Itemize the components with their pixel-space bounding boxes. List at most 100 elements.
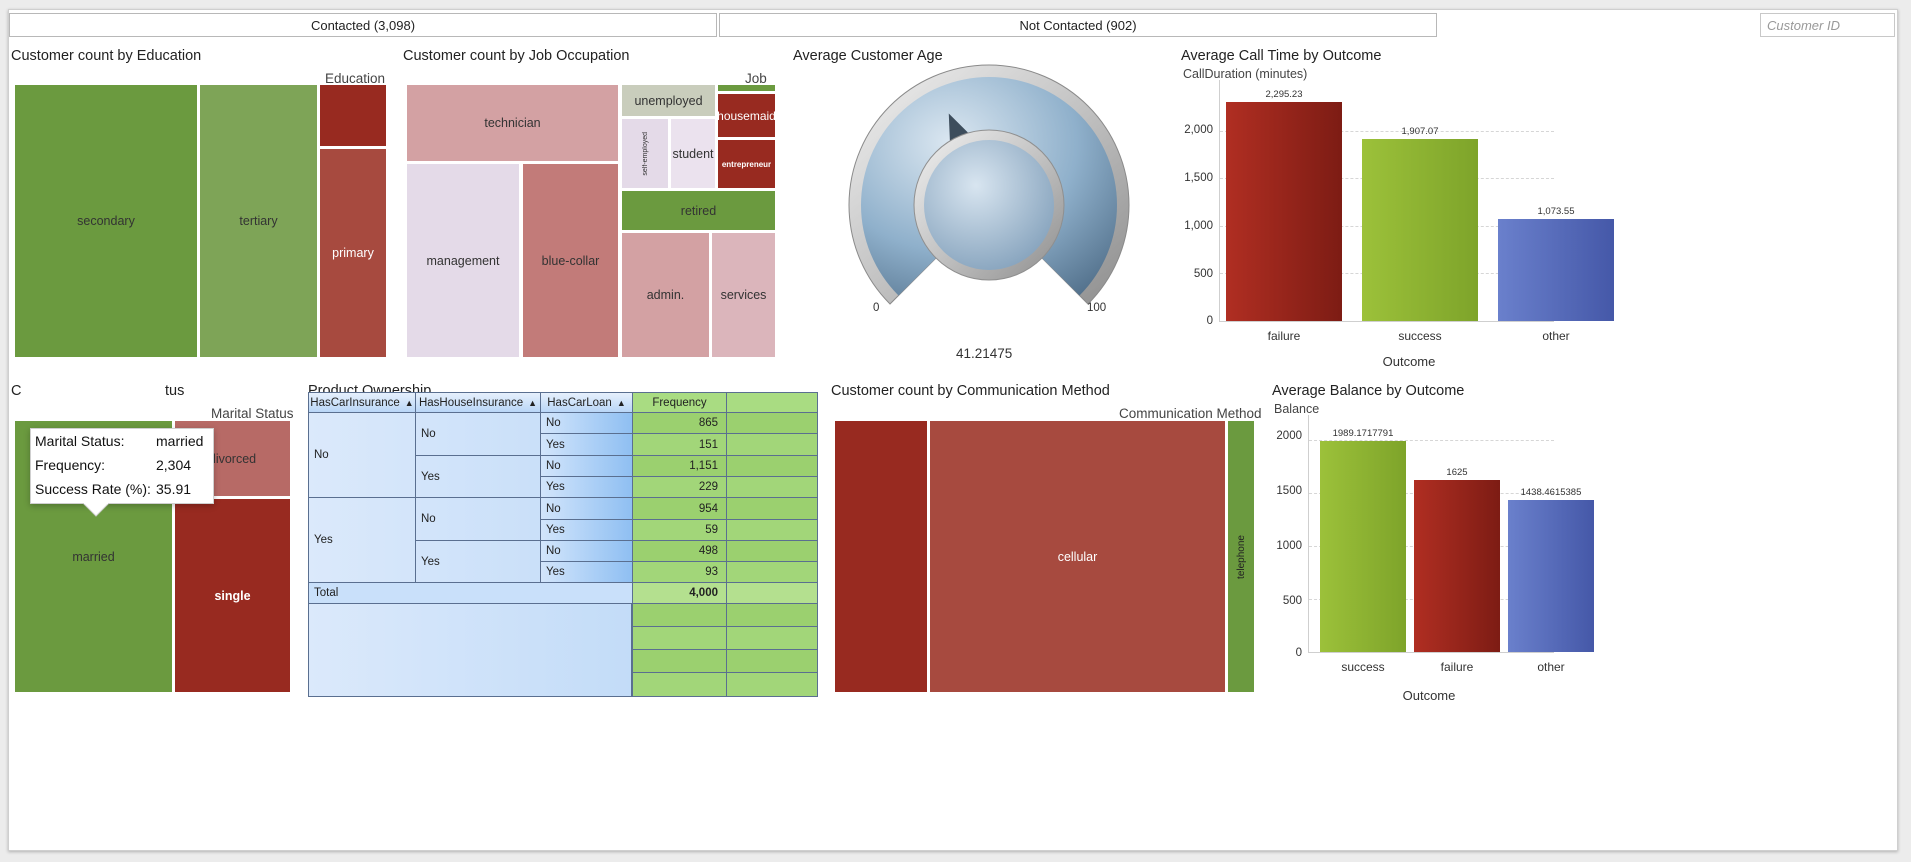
- gridline: [1309, 440, 1554, 441]
- calltime-x-axis-title: Outcome: [1382, 354, 1436, 369]
- sort-ascending-icon: ▲: [404, 397, 414, 408]
- tooltip-pointer: [83, 503, 109, 517]
- car-loan-cell: Yes: [540, 476, 633, 498]
- frequency-cell: 1,151: [632, 455, 727, 477]
- treemap-tile-telephone[interactable]: telephone: [1228, 421, 1254, 692]
- treemap-tile-retired[interactable]: retired: [622, 191, 775, 230]
- header-has-car-insurance[interactable]: HasCarInsurance ▲: [308, 392, 416, 413]
- calltime-y-axis: [1219, 80, 1220, 322]
- frequency-cell: 954: [632, 497, 727, 520]
- car-loan-cell: No: [540, 497, 633, 520]
- job-chart-title: Customer count by Job Occupation: [403, 48, 630, 64]
- x-tick-label: other: [1542, 329, 1570, 343]
- blank-cell: [726, 476, 818, 498]
- treemap-tile-student[interactable]: student: [671, 119, 715, 188]
- filler-cell: [726, 626, 818, 650]
- house-insurance-cell: Yes: [415, 455, 541, 498]
- treemap-tile-self-employed[interactable]: self-employed: [622, 119, 668, 188]
- filler-cell: [632, 672, 727, 697]
- sort-ascending-icon: ▲: [616, 397, 626, 408]
- treemap-tile-unknown-job[interactable]: [718, 85, 775, 91]
- tooltip-value: married: [156, 433, 204, 449]
- treemap-tile-blue-collar[interactable]: blue-collar: [523, 164, 618, 357]
- gauge-value: 41.21475: [956, 346, 1013, 361]
- calltime-chart: 2,000 1,500 1,000 500 0 2,295.23 failure 1…: [1181, 80, 1614, 365]
- header-label: HasHouseInsurance: [418, 396, 524, 409]
- product-crosstab: HasCarInsurance ▲ HasHouseInsurance ▲ HasC…: [308, 392, 818, 697]
- filler-cell: [632, 626, 727, 650]
- car-loan-cell: Yes: [540, 519, 633, 541]
- job-legend-title: Job: [745, 71, 767, 86]
- tooltip-key: Success Rate (%):: [35, 481, 151, 497]
- blank-cell: [726, 519, 818, 541]
- marital-chart-title-end: tus: [165, 383, 185, 399]
- frequency-cell: 865: [632, 412, 727, 434]
- calltime-ytick: 1,500: [1184, 172, 1213, 184]
- balance-x-axis-title: Outcome: [1402, 688, 1456, 703]
- customer-id-input[interactable]: [1760, 13, 1895, 37]
- bar-other[interactable]: [1498, 218, 1614, 321]
- gauge-max-label: 100: [1087, 302, 1107, 314]
- frequency-cell: 229: [632, 476, 727, 498]
- sort-ascending-icon: ▲: [528, 397, 538, 408]
- treemap-tile-management[interactable]: management: [407, 164, 519, 357]
- calltime-y-axis-title: CallDuration (minutes): [1183, 67, 1308, 81]
- comm-legend-title: Communication Method: [1119, 406, 1262, 421]
- marital-chart-title-start: C: [11, 383, 22, 399]
- tooltip-value: 2,304: [156, 457, 192, 473]
- balance-ytick: 2000: [1276, 430, 1302, 442]
- treemap-tile-single[interactable]: single: [175, 499, 290, 692]
- header-label: HasCarInsurance: [310, 396, 400, 409]
- telephone-label: telephone: [1235, 534, 1247, 579]
- contacted-button[interactable]: Contacted (3,098): [9, 13, 717, 37]
- x-tick-label: success: [1341, 660, 1385, 674]
- balance-ytick: 0: [1295, 647, 1302, 659]
- bar-success[interactable]: [1362, 139, 1478, 321]
- tooltip-value: 35.91: [156, 481, 192, 497]
- treemap-tile-unemployed[interactable]: unemployed: [622, 85, 715, 116]
- gauge-min-label: 0: [873, 302, 880, 314]
- header-frequency[interactable]: Frequency: [632, 392, 727, 413]
- calltime-ytick: 0: [1206, 315, 1213, 327]
- car-insurance-yes: Yes: [308, 497, 416, 583]
- data-label: 1989.1717791: [1332, 428, 1394, 440]
- marital-legend-title: Marital Status: [211, 406, 294, 421]
- treemap-tile-cellular[interactable]: cellular: [930, 421, 1225, 692]
- filler-cell: [726, 672, 818, 697]
- house-insurance-cell: Yes: [415, 540, 541, 583]
- filler-cell: [726, 603, 818, 627]
- balance-y-axis: [1308, 415, 1309, 653]
- treemap-tile-entrepreneur[interactable]: entrepreneur: [718, 140, 775, 188]
- data-label: 1438.4615385: [1520, 486, 1582, 498]
- total-row-label: Total: [308, 582, 633, 604]
- balance-x-axis: [1308, 652, 1554, 653]
- treemap-tile-tertiary[interactable]: tertiary: [200, 85, 317, 357]
- treemap-tile-secondary[interactable]: secondary: [15, 85, 197, 357]
- bar-success[interactable]: [1320, 441, 1406, 652]
- house-insurance-cell: No: [415, 412, 541, 456]
- treemap-tile-unknown[interactable]: [320, 85, 386, 146]
- treemap-tile-primary[interactable]: primary: [320, 149, 386, 357]
- bar-failure[interactable]: [1226, 102, 1342, 321]
- bar-other[interactable]: [1508, 499, 1594, 652]
- marital-tooltip: Marital Status: married Frequency: 2,304 S…: [30, 428, 214, 504]
- not-contacted-button[interactable]: Not Contacted (902): [719, 13, 1437, 37]
- balance-y-axis-title: Balance: [1274, 402, 1320, 416]
- filler-cell: [632, 649, 727, 673]
- treemap-tile-services[interactable]: services: [712, 233, 775, 357]
- blank-cell: [726, 412, 818, 434]
- header-has-car-loan[interactable]: HasCarLoan ▲: [540, 392, 633, 413]
- bar-failure[interactable]: [1414, 479, 1500, 652]
- treemap-tile-unknown-method[interactable]: [835, 421, 927, 692]
- blank-cell: [726, 455, 818, 477]
- treemap-tile-housemaid[interactable]: housemaid: [718, 94, 775, 137]
- total-value: 4,000: [632, 582, 727, 604]
- treemap-tile-admin[interactable]: admin.: [622, 233, 709, 357]
- balance-chart-title: Average Balance by Outcome: [1272, 383, 1465, 399]
- age-gauge: [848, 64, 1130, 305]
- car-loan-cell: Yes: [540, 561, 633, 583]
- treemap-tile-technician[interactable]: technician: [407, 85, 618, 161]
- frequency-cell: 498: [632, 540, 727, 562]
- header-has-house-insurance[interactable]: HasHouseInsurance ▲: [415, 392, 541, 413]
- balance-ytick: 1500: [1276, 485, 1302, 497]
